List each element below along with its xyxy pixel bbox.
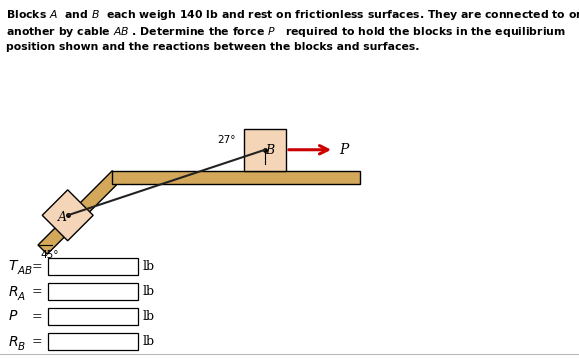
- Text: A: A: [58, 211, 67, 224]
- Bar: [48, 258, 138, 275]
- Polygon shape: [112, 171, 360, 184]
- Text: $R$: $R$: [8, 285, 19, 299]
- Text: 27°: 27°: [218, 135, 236, 145]
- Text: lb: lb: [143, 335, 155, 348]
- Text: $T$: $T$: [8, 260, 19, 274]
- Bar: [48, 333, 138, 350]
- Polygon shape: [42, 190, 93, 241]
- Text: lb: lb: [143, 310, 155, 323]
- Text: position shown and the reactions between the blocks and surfaces.: position shown and the reactions between…: [6, 42, 420, 52]
- Bar: [48, 308, 138, 325]
- Text: lb: lb: [143, 285, 155, 298]
- Text: $AB$: $AB$: [17, 265, 33, 276]
- Text: Blocks $A$  and $B$  each weigh 140 lb and rest on frictionless surfaces. They a: Blocks $A$ and $B$ each weigh 140 lb and…: [6, 8, 579, 22]
- Text: =: =: [32, 260, 43, 273]
- Text: =: =: [32, 335, 43, 348]
- Text: $B$: $B$: [17, 339, 25, 352]
- Bar: [244, 129, 286, 171]
- Text: $R$: $R$: [8, 334, 19, 348]
- Text: another by cable $AB$ . Determine the force $P$   required to hold the blocks in: another by cable $AB$ . Determine the fo…: [6, 25, 566, 39]
- Text: =: =: [32, 310, 43, 323]
- Text: $P$: $P$: [8, 310, 19, 324]
- Bar: [48, 283, 138, 300]
- Text: 45°: 45°: [40, 250, 58, 260]
- Text: B: B: [265, 144, 274, 157]
- Text: lb: lb: [143, 260, 155, 273]
- Polygon shape: [38, 171, 122, 254]
- Text: P: P: [339, 143, 349, 157]
- Text: $A$: $A$: [17, 290, 26, 301]
- Text: =: =: [32, 285, 43, 298]
